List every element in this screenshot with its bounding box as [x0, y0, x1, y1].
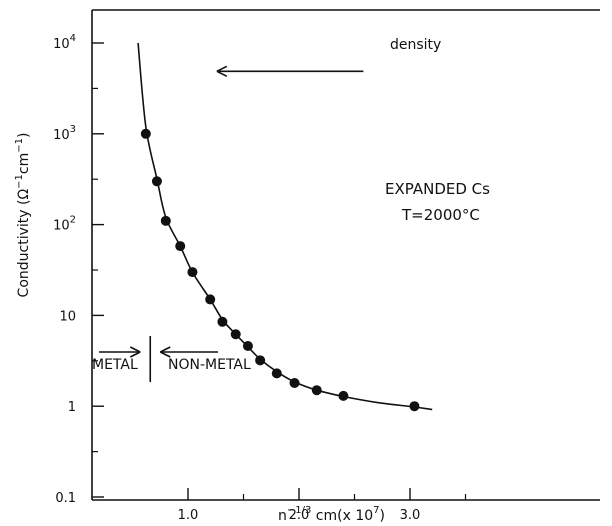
density-label: density	[390, 37, 441, 53]
fit-curve	[137, 42, 433, 411]
data-point	[409, 401, 420, 412]
data-point	[205, 294, 216, 305]
data-point	[175, 241, 186, 252]
y-axis-label: Conductivity (Ω−1cm−1)	[14, 133, 32, 298]
data-point	[255, 355, 266, 366]
temperature-label: T=2000°C	[401, 206, 480, 224]
x-axis-label: n−1/3 cm(x 107)	[278, 505, 385, 524]
data-point	[311, 385, 322, 396]
metal-arrowhead	[129, 346, 141, 358]
data-point	[187, 267, 198, 278]
sample-label: EXPANDED Cs	[385, 180, 490, 198]
y-tick-label: 0.1	[55, 491, 76, 506]
density-arrowhead	[216, 65, 228, 78]
y-tick-label: 104	[53, 33, 76, 52]
non-metal-label: NON-METAL	[168, 357, 251, 373]
plot-axes	[91, 9, 600, 501]
data-points-layer	[140, 128, 420, 412]
metal-label: METAL	[92, 357, 138, 373]
y-tick-label: 10	[59, 309, 76, 324]
x-tick-label: 2.0	[289, 508, 310, 523]
data-point	[271, 368, 282, 379]
data-point	[140, 128, 151, 139]
y-tick-label: 1	[68, 400, 76, 415]
y-tick-label: 103	[53, 124, 76, 143]
data-point	[289, 378, 300, 389]
data-point	[151, 176, 162, 187]
fit-curve-layer	[137, 42, 433, 411]
data-point	[230, 329, 241, 340]
x-tick-label: 3.0	[400, 508, 421, 523]
non-metal-arrowhead	[159, 346, 171, 358]
data-point	[242, 341, 253, 352]
y-tick-label: 102	[53, 215, 76, 234]
annotations-layer	[99, 65, 364, 382]
data-point	[338, 390, 349, 401]
data-point	[160, 215, 171, 226]
data-point	[217, 316, 228, 327]
x-tick-label: 1.0	[178, 508, 199, 523]
